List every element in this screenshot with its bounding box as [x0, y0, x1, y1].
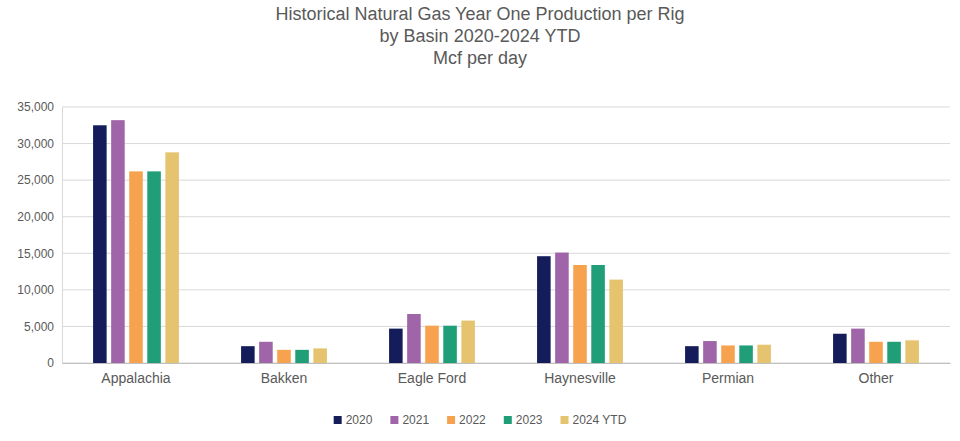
y-tick: 15,000 [17, 247, 62, 261]
x-tick-label: Haynesville [544, 370, 616, 386]
y-tick-label: 20,000 [17, 210, 54, 224]
x-tick: Eagle Ford [398, 363, 466, 386]
grid-line [62, 326, 950, 327]
grid-line [62, 253, 950, 254]
y-tick: 35,000 [17, 100, 62, 114]
x-tick-label: Bakken [261, 370, 308, 386]
bar [703, 341, 717, 363]
x-tick-label: Permian [702, 370, 754, 386]
bar [573, 265, 587, 363]
legend-swatch [447, 416, 455, 424]
y-tick-label: 0 [47, 356, 54, 370]
bar [165, 152, 179, 363]
bar [887, 342, 901, 363]
series [111, 120, 865, 363]
legend-label: 2022 [459, 413, 486, 427]
bar [259, 342, 273, 363]
bars [93, 120, 919, 363]
y-tick: 25,000 [17, 173, 62, 187]
legend-item: 2023 [504, 413, 543, 427]
grid-line [62, 216, 950, 217]
x-tick: Bakken [261, 363, 308, 386]
x-tick: Other [858, 363, 893, 386]
bar [869, 342, 883, 363]
bar [443, 326, 457, 363]
bar [313, 348, 327, 363]
legend-swatch [390, 416, 398, 424]
legend-item: 2024 YTD [561, 413, 627, 427]
bar [851, 329, 865, 363]
series [147, 171, 901, 363]
series [129, 171, 883, 363]
y-tick-label: 35,000 [17, 100, 54, 114]
bar [739, 345, 753, 363]
grid-line [62, 143, 950, 144]
legend-label: 2024 YTD [573, 413, 627, 427]
x-axis-line [63, 363, 951, 364]
title: Historical Natural Gas Year One Producti… [275, 4, 684, 46]
bar [609, 280, 623, 363]
x-tick-label: Other [858, 370, 893, 386]
x-tick-label: Appalachia [101, 370, 170, 386]
y-tick-label: 10,000 [17, 283, 54, 297]
bar [93, 125, 107, 363]
y-axis: 0 5,000 10,000 15,000 20,000 25,000 30,000 35,0… [17, 100, 62, 370]
title-line: Historical Natural Gas Year One Producti… [275, 4, 684, 24]
legend-item: 2021 [390, 413, 429, 427]
grid-line [62, 180, 950, 181]
bar [407, 314, 421, 363]
bar [111, 120, 125, 363]
legend-label: 2020 [346, 413, 373, 427]
legend-item: 2022 [447, 413, 486, 427]
y-tick-label: 15,000 [17, 247, 54, 261]
series [165, 152, 919, 363]
y-tick-label: 25,000 [17, 173, 54, 187]
y-tick: 5,000 [24, 320, 62, 334]
bar [555, 253, 569, 363]
bar [241, 346, 255, 363]
plot: 0 5,000 10,000 15,000 20,000 25,000 30,000 35,0… [17, 100, 950, 386]
bar [129, 171, 143, 363]
grid-line [62, 289, 950, 290]
series [93, 125, 847, 363]
bar [295, 350, 309, 363]
x-tick: Haynesville [544, 363, 616, 386]
legend-swatch [334, 416, 342, 424]
y-tick: 30,000 [17, 137, 62, 151]
x-tick: Permian [702, 363, 754, 386]
y-tick: 20,000 [17, 210, 62, 224]
y-tick-label: 30,000 [17, 137, 54, 151]
subtitle: Mcf per day [433, 48, 527, 68]
bar [757, 345, 771, 363]
title-line: by Basin 2020-2024 YTD [380, 26, 581, 46]
legend-swatch [561, 416, 569, 424]
x-tick-label: Eagle Ford [398, 370, 466, 386]
bar [685, 346, 699, 363]
bar [591, 265, 605, 363]
legend-item: 2020 [334, 413, 373, 427]
bar [461, 321, 475, 363]
grid-line [62, 363, 950, 364]
bar [537, 256, 551, 363]
legend-label: 2023 [516, 413, 543, 427]
bar [147, 171, 161, 363]
bar [833, 334, 847, 363]
y-tick-label: 5,000 [24, 320, 54, 334]
x-axis: Appalachia Bakken Eagle Ford Haynesville Per… [63, 363, 951, 386]
legend-swatch [504, 416, 512, 424]
bar [389, 329, 403, 363]
y-tick: 0 [47, 356, 62, 370]
bar [905, 340, 919, 363]
grid [62, 107, 950, 363]
y-tick: 10,000 [17, 283, 62, 297]
bar [425, 326, 439, 363]
legend-label: 2021 [402, 413, 429, 427]
bar [721, 345, 735, 363]
bar [277, 350, 291, 363]
legend: 2020 2021 2022 2023 2024 YTD [334, 413, 627, 427]
y-axis-line [62, 108, 63, 364]
grid-line [62, 107, 950, 108]
chart: Historical Natural Gas Year One Producti… [0, 0, 960, 441]
x-tick: Appalachia [101, 363, 170, 386]
